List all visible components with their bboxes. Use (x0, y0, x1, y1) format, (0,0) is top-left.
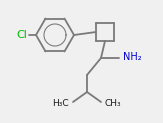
Text: Cl: Cl (16, 30, 27, 40)
Text: NH₂: NH₂ (123, 52, 142, 62)
Text: CH₃: CH₃ (105, 99, 122, 108)
Text: H₃C: H₃C (52, 99, 69, 108)
